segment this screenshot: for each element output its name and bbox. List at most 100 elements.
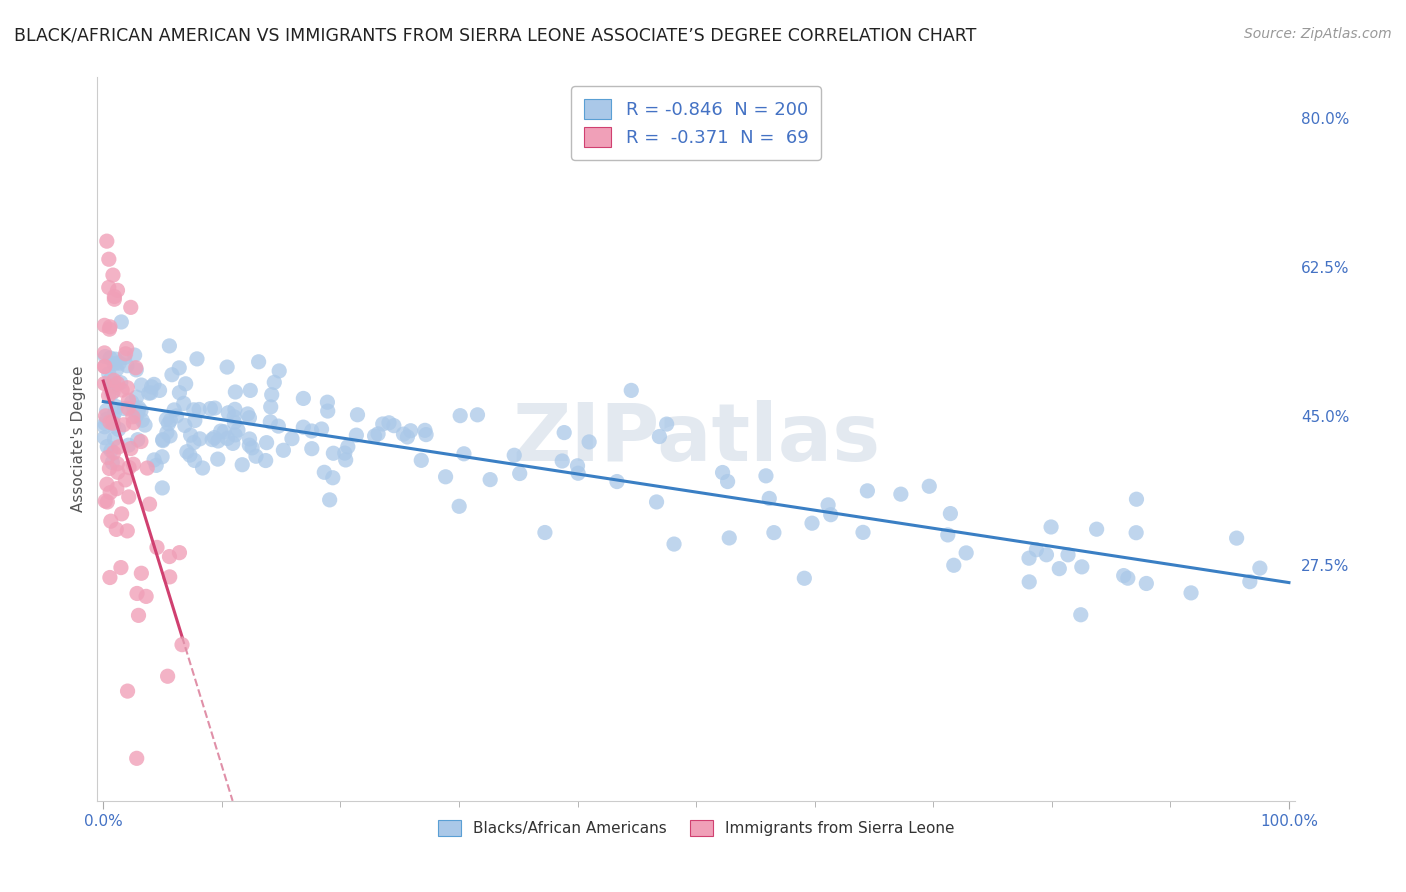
Point <box>117 401 139 416</box>
Point <box>1112 568 1135 582</box>
Point <box>103 289 125 303</box>
Point <box>110 315 132 329</box>
Point <box>97 450 120 465</box>
Point <box>662 537 685 551</box>
Point <box>207 452 229 467</box>
Point <box>553 425 575 440</box>
Point <box>204 401 226 416</box>
Point <box>100 443 122 458</box>
Point <box>94 359 117 374</box>
Point <box>100 372 122 386</box>
Point <box>314 466 336 480</box>
Point <box>311 422 333 436</box>
Point <box>820 508 842 522</box>
Point <box>93 431 115 445</box>
Point <box>121 395 143 409</box>
Point <box>316 404 339 418</box>
Point <box>316 395 339 409</box>
Point <box>96 440 118 454</box>
Point <box>292 420 315 434</box>
Point <box>105 362 128 376</box>
Point <box>96 495 118 509</box>
Point <box>127 433 149 447</box>
Point <box>103 292 125 306</box>
Point <box>108 356 131 370</box>
Point <box>112 401 135 416</box>
Point <box>157 339 180 353</box>
Point <box>240 441 263 455</box>
Point <box>117 392 139 407</box>
Point <box>145 458 167 473</box>
Point <box>104 405 127 419</box>
Point <box>711 466 734 480</box>
Point <box>1135 576 1157 591</box>
Point <box>139 385 162 400</box>
Point <box>755 468 778 483</box>
Point <box>169 385 191 400</box>
Point <box>648 429 671 443</box>
Point <box>125 586 148 600</box>
Text: BLACK/AFRICAN AMERICAN VS IMMIGRANTS FROM SIERRA LEONE ASSOCIATE’S DEGREE CORREL: BLACK/AFRICAN AMERICAN VS IMMIGRANTS FRO… <box>14 27 976 45</box>
Point <box>128 608 150 623</box>
Point <box>239 384 262 398</box>
Point <box>98 485 121 500</box>
Point <box>415 427 437 442</box>
Point <box>202 431 225 445</box>
Point <box>1070 560 1092 574</box>
Point <box>188 432 211 446</box>
Point <box>411 453 433 467</box>
Point <box>942 558 965 573</box>
Point <box>96 412 118 426</box>
Point <box>186 351 208 366</box>
Point <box>93 419 115 434</box>
Point <box>1226 531 1249 545</box>
Point <box>96 477 118 491</box>
Point <box>122 402 145 417</box>
Point <box>344 428 367 442</box>
Point <box>125 751 148 765</box>
Text: 27.5%: 27.5% <box>1301 559 1350 574</box>
Point <box>150 481 173 495</box>
Point <box>852 525 875 540</box>
Point <box>173 418 195 433</box>
Point <box>114 351 136 365</box>
Point <box>124 348 146 362</box>
Point <box>138 386 160 401</box>
Point <box>159 413 181 427</box>
Point <box>346 408 368 422</box>
Point <box>101 379 124 393</box>
Point <box>245 449 267 463</box>
Point <box>396 430 419 444</box>
Point <box>115 359 138 373</box>
Point <box>509 467 531 481</box>
Point <box>716 475 738 489</box>
Point <box>322 446 344 460</box>
Point <box>620 384 643 398</box>
Point <box>128 401 150 415</box>
Point <box>107 465 129 479</box>
Point <box>176 444 198 458</box>
Point <box>120 442 142 456</box>
Point <box>93 346 115 360</box>
Point <box>188 402 211 417</box>
Text: 80.0%: 80.0% <box>1301 112 1350 128</box>
Point <box>567 467 589 481</box>
Point <box>107 440 129 454</box>
Point <box>1180 586 1202 600</box>
Point <box>918 479 941 493</box>
Point <box>115 342 138 356</box>
Point <box>259 415 281 429</box>
Point <box>183 402 205 417</box>
Point <box>107 422 129 436</box>
Point <box>856 483 879 498</box>
Point <box>209 424 232 438</box>
Point <box>224 402 246 417</box>
Point <box>479 473 502 487</box>
Point <box>267 419 290 434</box>
Point <box>367 426 389 441</box>
Text: 45.0%: 45.0% <box>1301 410 1350 425</box>
Point <box>117 684 139 698</box>
Point <box>256 435 278 450</box>
Point <box>655 417 678 431</box>
Point <box>131 566 153 581</box>
